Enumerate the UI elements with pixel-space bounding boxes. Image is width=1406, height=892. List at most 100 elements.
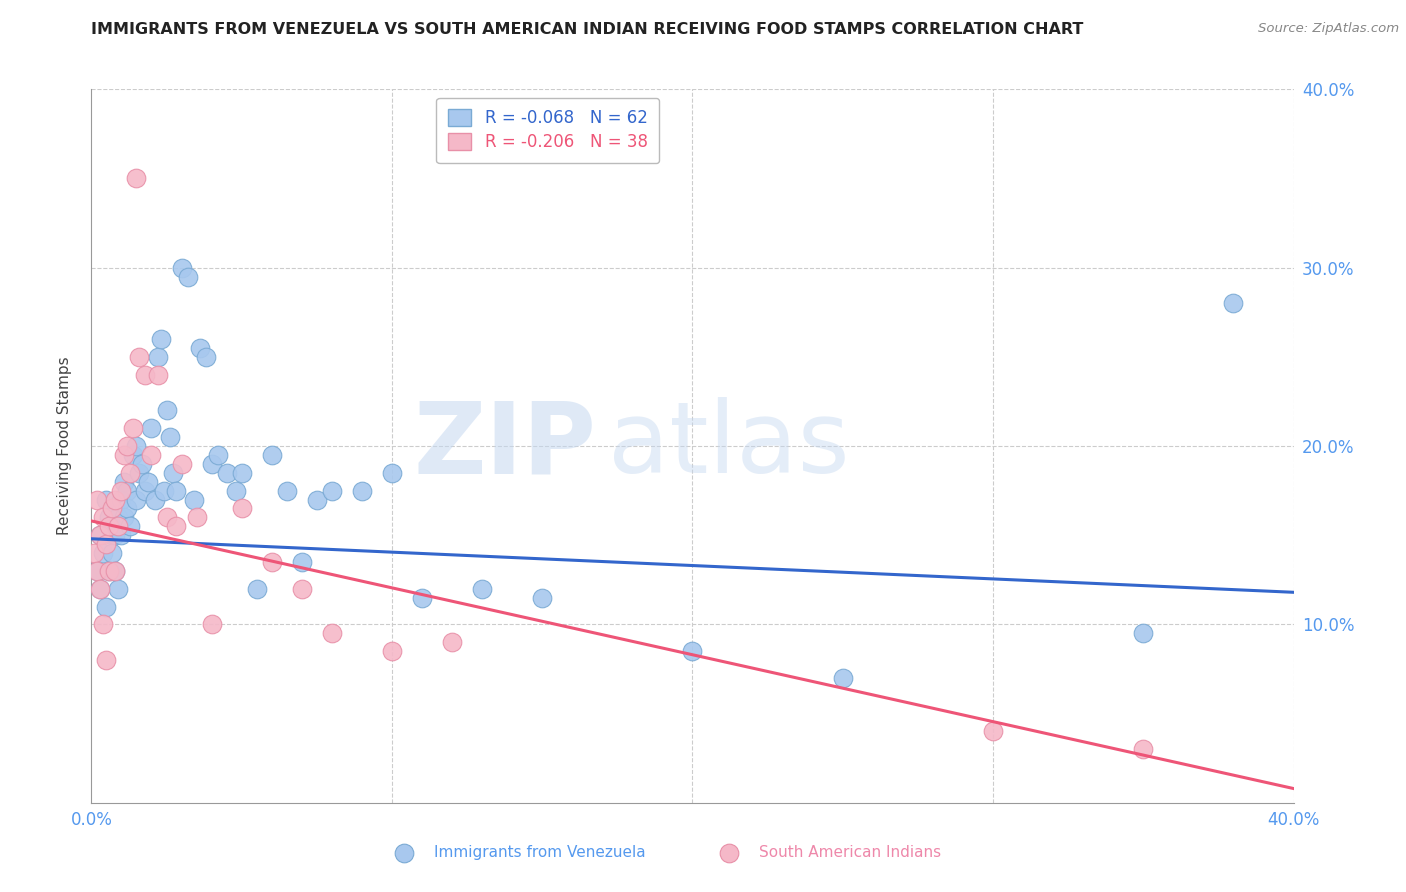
Point (89, 582, 111, 596)
Point (114, 448, 136, 462)
Point (981, 724, 1004, 739)
Text: atlas: atlas (609, 398, 851, 494)
Point (183, 492, 205, 507)
Point (86, 492, 108, 507)
Point (305, 492, 328, 507)
Point (1132, 742, 1154, 756)
Point (831, 671, 853, 685)
Point (681, 644, 703, 658)
Point (152, 483, 174, 498)
Point (165, 519, 187, 533)
Point (101, 528, 124, 542)
Point (246, 582, 269, 596)
Point (122, 421, 145, 435)
Point (86, 564, 108, 578)
Legend: R = -0.068   N = 62, R = -0.206   N = 38: R = -0.068 N = 62, R = -0.206 N = 38 (436, 97, 659, 163)
Text: ZIP: ZIP (413, 398, 596, 494)
Text: IMMIGRANTS FROM VENEZUELA VS SOUTH AMERICAN INDIAN RECEIVING FOOD STAMPS CORRELA: IMMIGRANTS FROM VENEZUELA VS SOUTH AMERI… (91, 22, 1084, 37)
Point (104, 564, 127, 578)
Point (276, 483, 298, 498)
Point (110, 528, 132, 542)
Point (162, 466, 184, 480)
Point (101, 546, 124, 560)
Point (128, 466, 150, 480)
Point (321, 626, 343, 640)
Point (93, 617, 115, 632)
Point (125, 439, 148, 453)
Point (165, 483, 187, 498)
Point (134, 368, 156, 382)
Point (411, 591, 433, 605)
Point (122, 448, 145, 462)
Point (231, 466, 253, 480)
Point (260, 555, 283, 569)
Point (141, 421, 163, 435)
Point (114, 475, 136, 489)
Point (125, 492, 148, 507)
Point (141, 448, 163, 462)
Point (231, 501, 253, 516)
Point (215, 466, 238, 480)
Point (114, 510, 136, 524)
Point (155, 510, 177, 524)
Point (149, 332, 172, 346)
Point (98, 564, 121, 578)
Point (110, 492, 132, 507)
Point (471, 582, 494, 596)
Point (291, 582, 314, 596)
Point (89, 528, 111, 542)
Point (381, 644, 404, 658)
Point (194, 350, 217, 364)
Point (104, 492, 127, 507)
Y-axis label: Receiving Food Stamps: Receiving Food Stamps (58, 357, 72, 535)
Point (1132, 626, 1154, 640)
Point (96, 599, 118, 614)
Text: Source: ZipAtlas.com: Source: ZipAtlas.com (1258, 22, 1399, 36)
Point (93, 510, 115, 524)
Point (176, 269, 198, 284)
Point (225, 483, 247, 498)
Point (188, 341, 211, 355)
Point (117, 439, 139, 453)
Point (321, 483, 343, 498)
Point (134, 483, 156, 498)
Point (146, 368, 169, 382)
Point (86, 564, 108, 578)
Point (117, 483, 139, 498)
Point (201, 617, 224, 632)
Point (155, 403, 177, 417)
Point (381, 466, 404, 480)
Point (98, 564, 121, 578)
Point (104, 564, 127, 578)
Point (125, 171, 148, 186)
Point (170, 457, 193, 471)
Point (107, 582, 129, 596)
Point (96, 492, 118, 507)
Point (98, 519, 121, 533)
Point (93, 546, 115, 560)
Point (143, 492, 166, 507)
Point (159, 430, 181, 444)
Point (96, 653, 118, 667)
Point (96, 537, 118, 551)
Point (120, 519, 142, 533)
Point (146, 350, 169, 364)
Point (186, 510, 208, 524)
Point (104, 528, 127, 542)
Text: South American Indians: South American Indians (759, 846, 941, 860)
Point (107, 519, 129, 533)
Point (201, 457, 224, 471)
Point (128, 350, 150, 364)
Point (117, 501, 139, 516)
Point (101, 501, 124, 516)
Point (291, 555, 314, 569)
Point (120, 466, 142, 480)
Point (260, 448, 283, 462)
Point (207, 448, 229, 462)
Point (89, 582, 111, 596)
Point (89, 528, 111, 542)
Point (131, 457, 153, 471)
Point (170, 260, 193, 275)
Point (531, 591, 554, 605)
Point (98, 510, 121, 524)
